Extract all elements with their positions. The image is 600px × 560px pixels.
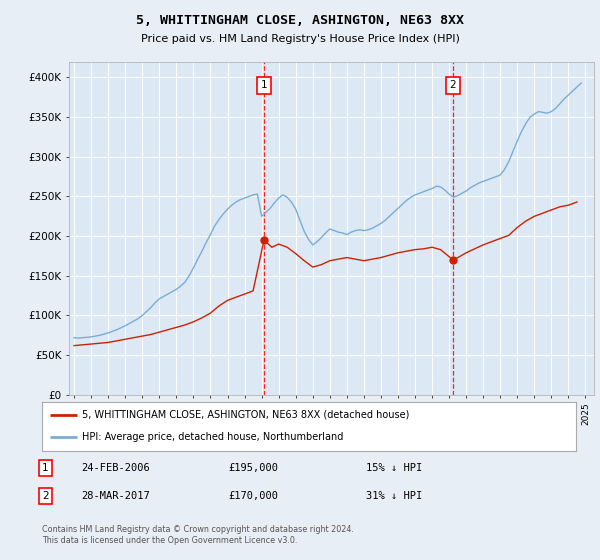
Text: 2: 2: [450, 81, 457, 90]
Text: 2: 2: [42, 491, 49, 501]
Text: 28-MAR-2017: 28-MAR-2017: [81, 491, 150, 501]
Text: Price paid vs. HM Land Registry's House Price Index (HPI): Price paid vs. HM Land Registry's House …: [140, 34, 460, 44]
Text: 1: 1: [42, 463, 49, 473]
Text: 5, WHITTINGHAM CLOSE, ASHINGTON, NE63 8XX: 5, WHITTINGHAM CLOSE, ASHINGTON, NE63 8X…: [136, 14, 464, 27]
Text: HPI: Average price, detached house, Northumberland: HPI: Average price, detached house, Nort…: [82, 432, 343, 442]
Text: 15% ↓ HPI: 15% ↓ HPI: [366, 463, 422, 473]
Text: £195,000: £195,000: [228, 463, 278, 473]
Text: 5, WHITTINGHAM CLOSE, ASHINGTON, NE63 8XX (detached house): 5, WHITTINGHAM CLOSE, ASHINGTON, NE63 8X…: [82, 410, 409, 420]
Text: Contains HM Land Registry data © Crown copyright and database right 2024.
This d: Contains HM Land Registry data © Crown c…: [42, 525, 354, 545]
Text: £170,000: £170,000: [228, 491, 278, 501]
Text: 31% ↓ HPI: 31% ↓ HPI: [366, 491, 422, 501]
Text: 1: 1: [260, 81, 268, 90]
Text: 24-FEB-2006: 24-FEB-2006: [81, 463, 150, 473]
